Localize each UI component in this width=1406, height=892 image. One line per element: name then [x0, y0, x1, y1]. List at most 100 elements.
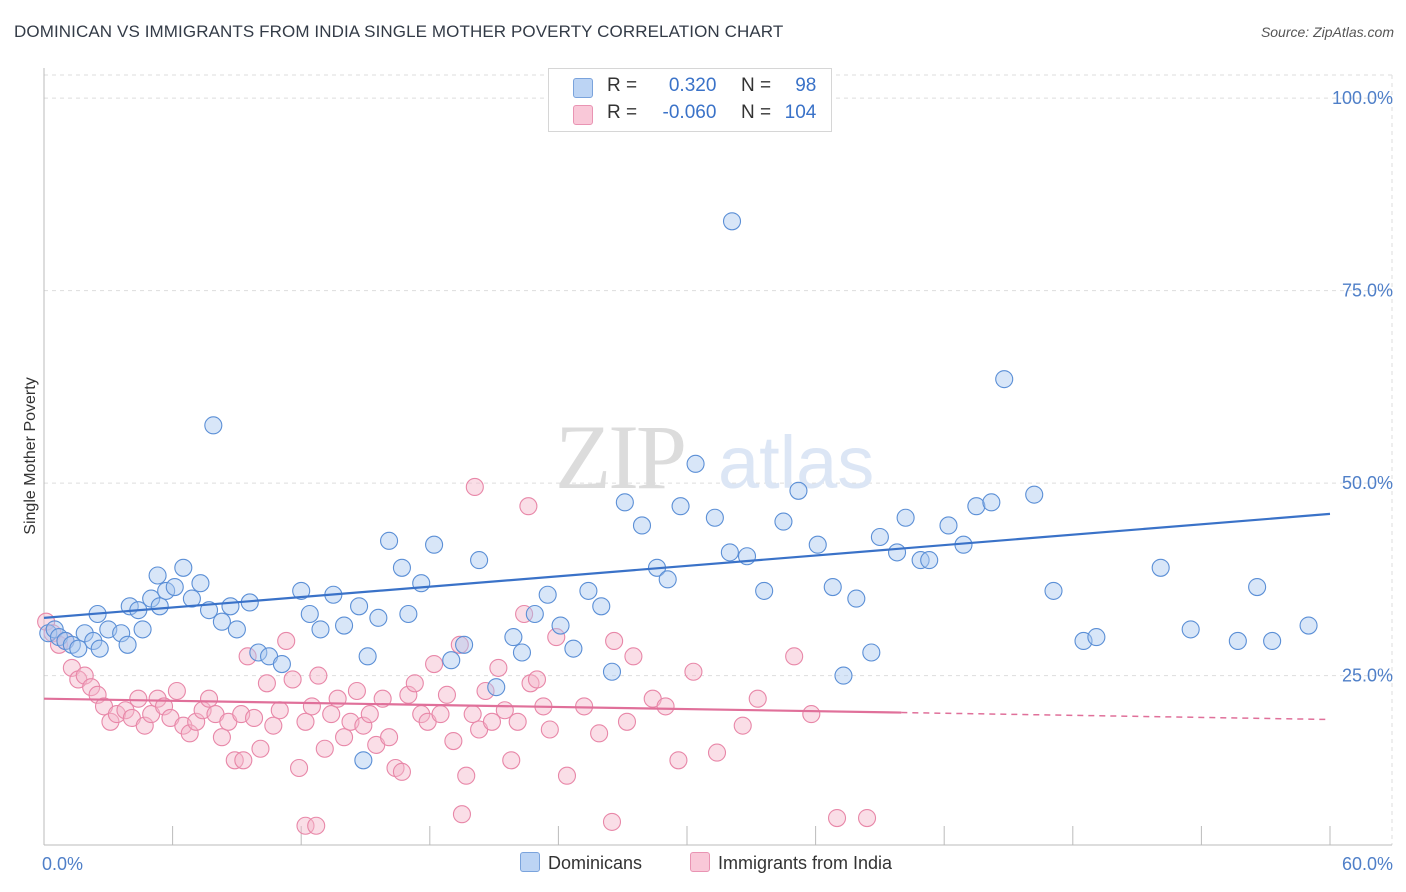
data-point [354, 716, 373, 735]
data-point [720, 543, 739, 562]
data-point [107, 705, 126, 724]
data-point [722, 212, 742, 231]
data-point [525, 604, 544, 624]
data-point [444, 731, 463, 751]
data-point [358, 647, 377, 666]
data-point [300, 604, 319, 624]
data-point [75, 666, 94, 685]
data-point [244, 708, 264, 728]
data-point [322, 705, 341, 724]
data-point [579, 581, 598, 600]
data-point [350, 597, 369, 616]
data-point [167, 681, 186, 701]
data-point [476, 681, 495, 701]
data-point [463, 705, 482, 724]
y-tick-label: 100.0% [1332, 88, 1393, 108]
data-point [112, 624, 131, 643]
data-point [296, 816, 315, 835]
legend-swatch-blue [573, 78, 593, 98]
data-point [671, 497, 690, 516]
x-tick-label: 0.0% [42, 854, 83, 874]
data-point [686, 454, 705, 473]
y-tick-label: 75.0% [1342, 281, 1393, 301]
data-point [632, 516, 652, 535]
correlation-legend: R = 0.320 N = 98 R = -0.060 N = 104 [548, 68, 832, 132]
data-point [540, 720, 559, 739]
tick-labels: 25.0% 50.0% 75.0% 100.0% 0.0% 60.0% [42, 88, 1393, 874]
data-point [425, 535, 444, 554]
data-point [373, 689, 392, 708]
data-point [154, 697, 174, 716]
data-point [191, 574, 210, 593]
series-india-points [37, 477, 877, 835]
data-point [90, 639, 109, 658]
data-point [527, 670, 547, 689]
data-point [165, 577, 184, 597]
data-point [967, 497, 986, 516]
data-point [669, 751, 688, 770]
data-point [270, 701, 289, 720]
data-point [315, 739, 334, 758]
data-point [748, 689, 767, 708]
data-point [557, 766, 577, 785]
data-point [470, 551, 489, 570]
data-point [512, 643, 532, 662]
data-point [283, 670, 302, 689]
data-point [212, 728, 231, 747]
data-point [502, 751, 521, 770]
data-point [392, 762, 411, 781]
data-point [148, 566, 167, 585]
series-dominicans-points [39, 212, 1318, 770]
data-point [69, 639, 88, 658]
grid [44, 74, 1393, 845]
data-point [118, 635, 137, 654]
data-point [605, 631, 624, 651]
data-point [1044, 581, 1063, 600]
data-point [133, 620, 152, 639]
legend-swatch-blue [520, 852, 540, 872]
trend-line-india-extension [901, 711, 1331, 721]
data-point [1087, 628, 1106, 647]
data-point [450, 635, 469, 654]
data-point [1181, 620, 1200, 639]
data-point [452, 805, 472, 824]
trend-line-dominicans [43, 512, 1331, 619]
legend-item-dominicans: Dominicans [520, 852, 642, 874]
data-point [174, 558, 193, 577]
data-point [834, 666, 853, 685]
data-point [617, 712, 637, 731]
data-point [328, 689, 347, 708]
data-point [277, 631, 296, 651]
data-point [827, 808, 847, 828]
legend-swatch-pink [573, 105, 593, 125]
data-point [1025, 485, 1044, 504]
data-point [234, 751, 253, 770]
legend-r-label: R = [607, 75, 638, 96]
watermark: ZIP atlas [555, 406, 874, 508]
data-point [369, 608, 388, 627]
data-point [347, 681, 366, 701]
data-point [399, 604, 418, 624]
y-tick-label: 25.0% [1342, 666, 1393, 686]
data-point [482, 712, 502, 731]
data-point [624, 647, 643, 666]
data-point [150, 597, 169, 616]
data-point [823, 577, 842, 597]
legend-item-india: Immigrants from India [690, 852, 892, 874]
source-label: Source: ZipAtlas.com [1260, 24, 1394, 40]
data-point [802, 705, 821, 724]
data-point [684, 662, 703, 681]
data-point [431, 705, 450, 724]
data-point [489, 658, 508, 677]
axes [43, 68, 1392, 846]
data-point [360, 705, 379, 724]
data-point [705, 508, 724, 527]
data-point [1248, 577, 1267, 597]
data-point [847, 589, 866, 608]
data-point [335, 728, 354, 747]
legend-n-label: N = [740, 75, 772, 96]
legend-label: Dominicans [548, 853, 643, 873]
watermark-zip: ZIP [555, 406, 684, 508]
trend-lines [43, 512, 1331, 721]
legend-swatch-pink [690, 852, 710, 872]
